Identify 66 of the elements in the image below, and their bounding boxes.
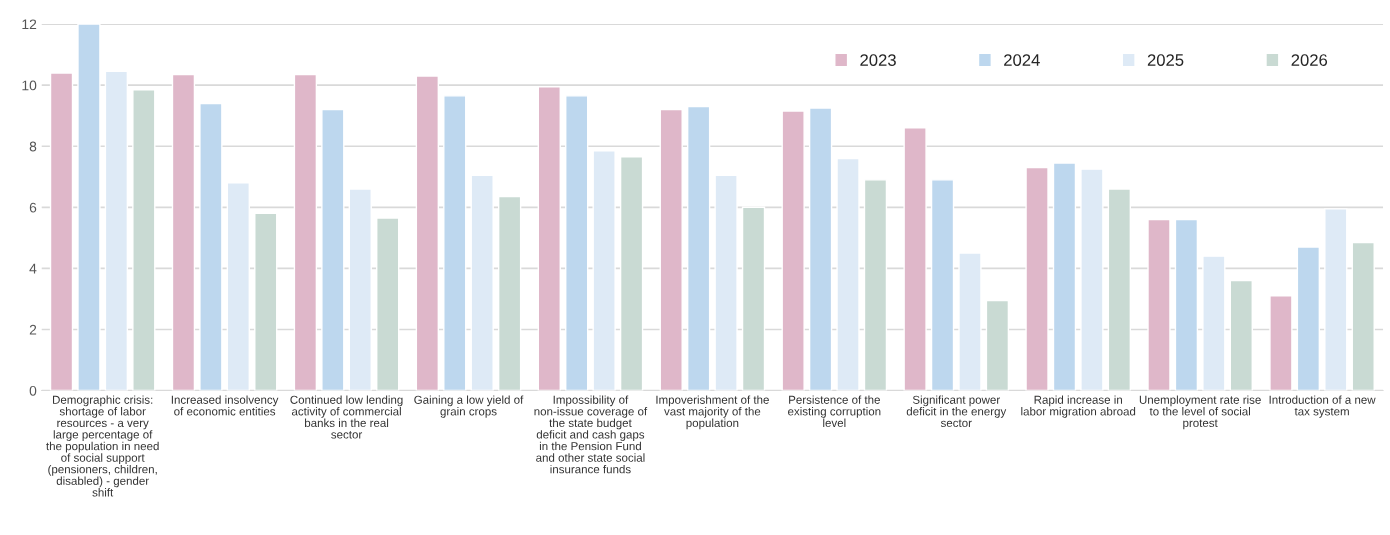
bar bbox=[1324, 208, 1348, 391]
bar bbox=[1351, 241, 1375, 391]
bar bbox=[77, 24, 101, 391]
category-label: Demographic crisis: shortage of labor resources - a very large percentage of the population in need of social support (pensioners, children, disabled) - gender shift bbox=[46, 395, 159, 497]
bar bbox=[104, 70, 129, 391]
bar bbox=[537, 85, 561, 391]
bar bbox=[254, 212, 278, 391]
bar bbox=[958, 252, 982, 391]
bar bbox=[1229, 279, 1253, 391]
x-tick-label: Impossibility of non-issue coverage of the state budget deficit and cash gaps in the Pension Fund and other state social insurance funds bbox=[534, 395, 648, 474]
x-tick-label: Impoverishment of the vast majority of the population bbox=[656, 395, 769, 430]
bar bbox=[1202, 255, 1226, 391]
bar bbox=[348, 188, 372, 391]
y-tick-label: 6 bbox=[29, 202, 37, 213]
legend-label: 2025 bbox=[1147, 54, 1184, 66]
bar bbox=[592, 150, 616, 391]
bar bbox=[1080, 168, 1104, 391]
bar bbox=[1052, 162, 1077, 391]
bar bbox=[836, 157, 860, 391]
bar bbox=[470, 174, 494, 391]
bar bbox=[781, 110, 805, 391]
bar bbox=[619, 156, 644, 391]
bar bbox=[985, 299, 1010, 391]
bar bbox=[686, 105, 711, 391]
y-tick-label: 12 bbox=[22, 19, 37, 30]
x-tick-label: Unemployment rate rise to the level of social protest bbox=[1139, 395, 1261, 430]
bar bbox=[1147, 218, 1171, 391]
bar bbox=[226, 182, 250, 391]
y-tick-label: 0 bbox=[29, 385, 37, 396]
legend-label: 2024 bbox=[1004, 54, 1040, 66]
y-tick-label: 2 bbox=[29, 324, 37, 335]
legend-label: 2026 bbox=[1291, 54, 1328, 66]
bar bbox=[1025, 166, 1049, 391]
bar bbox=[659, 108, 683, 391]
bar bbox=[714, 174, 738, 391]
bar bbox=[565, 95, 589, 391]
y-tick-label: 4 bbox=[29, 263, 37, 274]
bar bbox=[1296, 246, 1321, 391]
bar bbox=[741, 206, 766, 391]
x-tick-label: Increased insolvency of economic entities bbox=[171, 395, 279, 416]
bar bbox=[199, 102, 223, 391]
bar bbox=[1269, 295, 1293, 391]
bar bbox=[863, 179, 888, 391]
bar bbox=[497, 195, 522, 391]
x-tick-label: Gaining a low yield of grain crops bbox=[414, 395, 524, 418]
x-tick-label: Introduction of a new tax system bbox=[1269, 395, 1376, 418]
x-tick-label: Rapid increase in labor migration abroad bbox=[1021, 395, 1136, 418]
bar bbox=[808, 107, 833, 391]
x-tick-label: Persistence of the existing corruption level bbox=[788, 395, 881, 428]
y-tick-label: 10 bbox=[22, 80, 37, 91]
bar bbox=[930, 179, 955, 391]
x-tick-label: Significant power deficit in the energy sector bbox=[906, 395, 1007, 428]
x-tick-label: Continued low lending activity of commercial banks in the real sector bbox=[290, 395, 403, 439]
bar bbox=[171, 73, 196, 391]
bar bbox=[132, 89, 156, 391]
bar bbox=[1174, 218, 1199, 391]
bar bbox=[376, 217, 400, 391]
bar bbox=[321, 108, 345, 391]
y-tick-label: 8 bbox=[29, 141, 37, 152]
bar bbox=[293, 73, 318, 391]
legend-label: 2023 bbox=[860, 54, 896, 66]
bar bbox=[49, 72, 74, 391]
bar bbox=[443, 95, 467, 391]
bar bbox=[415, 75, 440, 391]
bar bbox=[903, 127, 927, 391]
bar bbox=[1107, 188, 1132, 391]
